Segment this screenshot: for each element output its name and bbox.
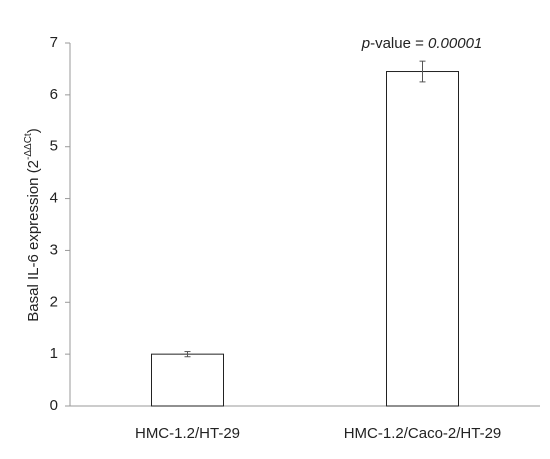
y-tick-label: 6: [50, 86, 58, 103]
y-tick-label: 0: [50, 397, 58, 414]
annotation-mid: -value =: [370, 35, 428, 52]
x-tick-label: HMC-1.2/HT-29: [135, 425, 240, 442]
y-tick-label: 2: [50, 293, 58, 310]
y-label-main: Basal IL-6 expression (2: [25, 160, 42, 322]
y-tick-label: 3: [50, 241, 58, 258]
y-tick-label: 1: [50, 345, 58, 362]
bar: [151, 353, 224, 407]
y-tick-label: 7: [50, 34, 58, 51]
annotation-number: 0.00001: [428, 35, 482, 52]
y-label-sup: -ΔΔCt: [23, 133, 34, 160]
y-tick-label: 5: [50, 138, 58, 155]
y-tick-label: 4: [50, 190, 58, 207]
bar: [386, 71, 459, 407]
annotation-p: p: [361, 35, 370, 52]
y-label-close: ): [25, 128, 42, 133]
y-axis-label: Basal IL-6 expression (2-ΔΔCt): [23, 128, 42, 321]
annotation: p-value = 0.00001: [361, 35, 483, 52]
x-tick-label: HMC-1.2/Caco-2/HT-29: [344, 425, 502, 442]
